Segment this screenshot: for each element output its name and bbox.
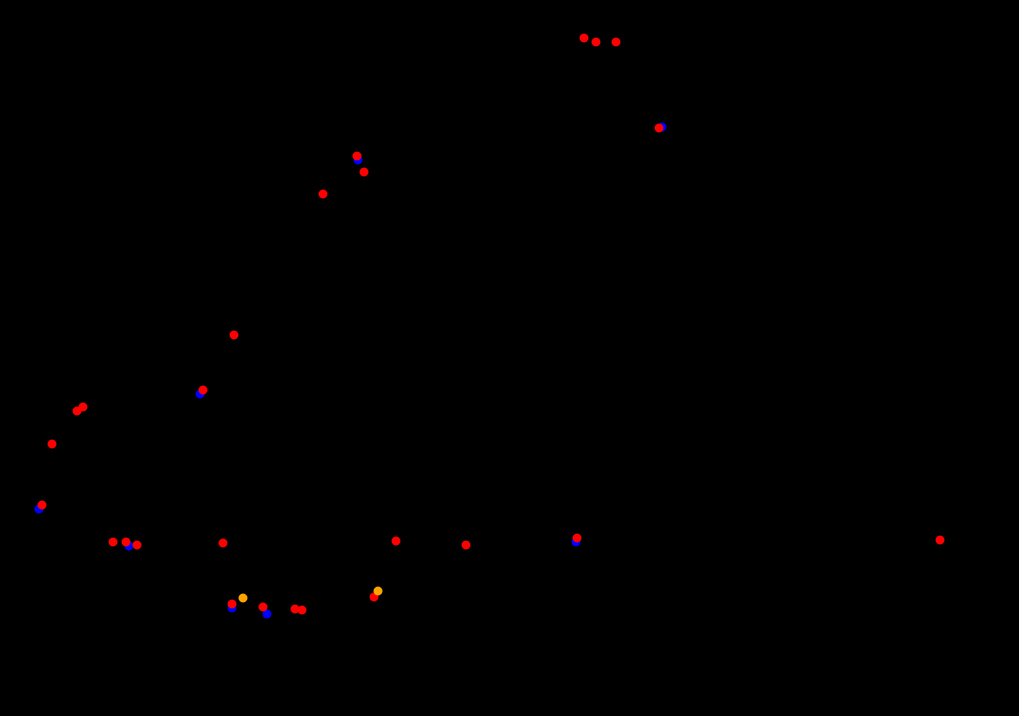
point-red [79, 403, 88, 412]
point-red [298, 606, 307, 615]
point-red [319, 190, 328, 199]
point-red [353, 152, 362, 161]
point-red [462, 541, 471, 550]
point-orange [239, 594, 248, 603]
point-red [109, 538, 118, 547]
point-red [48, 440, 57, 449]
point-red [580, 34, 589, 43]
point-orange [374, 587, 383, 596]
point-red [133, 541, 142, 550]
point-red [219, 539, 228, 548]
point-red [259, 603, 268, 612]
point-red [592, 38, 601, 47]
point-red [936, 536, 945, 545]
point-red [655, 124, 664, 133]
point-red [392, 537, 401, 546]
point-red [612, 38, 621, 47]
scatter-plot [0, 0, 1019, 716]
point-red [122, 538, 131, 547]
point-red [38, 501, 47, 510]
point-red [230, 331, 239, 340]
point-red [360, 168, 369, 177]
point-red [228, 600, 237, 609]
point-red [199, 386, 208, 395]
point-red [573, 534, 582, 543]
